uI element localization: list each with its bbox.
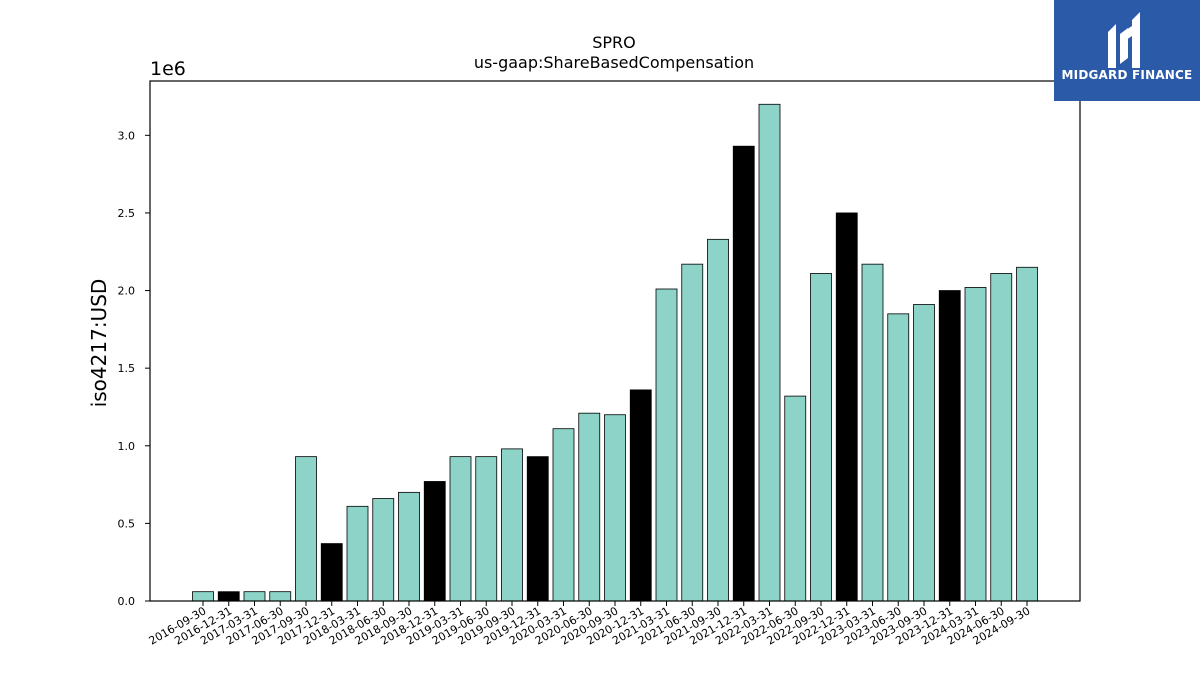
- bar-2021-06-30: [681, 263, 704, 602]
- bar-2020-06-30: [578, 412, 601, 602]
- y-tick-label: 1.5: [118, 362, 136, 375]
- bar-2020-09-30: [604, 414, 626, 602]
- y-tick-label: 0.5: [118, 517, 136, 530]
- bar-2019-03-31: [449, 456, 472, 602]
- bar-2024-06-30: [990, 273, 1013, 602]
- bar-2019-06-30: [475, 456, 498, 602]
- bar-2023-06-30: [887, 313, 910, 602]
- y-tick-label: 2.5: [118, 207, 136, 220]
- bar-2017-09-30: [295, 456, 317, 602]
- midgard-logo-icon: [1108, 12, 1140, 68]
- bar-2019-12-31: [526, 456, 549, 602]
- bar-2016-09-30: [192, 591, 214, 602]
- bar-2023-09-30: [913, 304, 935, 602]
- bar-2022-12-31: [835, 212, 858, 602]
- bar-2016-12-31: [217, 591, 240, 602]
- bar-2019-09-30: [501, 448, 523, 602]
- bar-2017-12-31: [320, 543, 343, 602]
- bar-2018-06-30: [372, 498, 395, 602]
- y-tick-label: 1.0: [118, 440, 136, 453]
- chart-title: SPRO: [592, 33, 636, 52]
- bar-2023-12-31: [938, 290, 961, 602]
- y-tick-label: 2.0: [118, 285, 136, 298]
- y-axis-label: iso4217:USD: [87, 279, 111, 408]
- bar-2021-03-31: [655, 288, 678, 602]
- logo-text: MIDGARD FINANCE: [1061, 68, 1193, 82]
- bar-2020-03-31: [552, 428, 575, 602]
- y-offset-label: 1e6: [150, 58, 186, 80]
- bar-2024-09-30: [1016, 266, 1038, 602]
- bar-2024-03-31: [964, 287, 987, 602]
- bar-2020-12-31: [629, 389, 652, 602]
- chart-subtitle: us-gaap:ShareBasedCompensation: [474, 53, 754, 72]
- bar-2021-09-30: [707, 238, 729, 602]
- bar-2022-06-30: [784, 395, 807, 602]
- bar-2018-12-31: [423, 481, 446, 602]
- bar-2018-09-30: [398, 491, 420, 602]
- bar-2022-03-31: [758, 103, 781, 602]
- midgard-logo: MIDGARD FINANCE: [1054, 0, 1200, 101]
- bar-2022-09-30: [810, 273, 832, 602]
- bar-2021-12-31: [732, 145, 755, 602]
- bar-2017-06-30: [269, 591, 292, 602]
- bar-2017-03-31: [243, 591, 266, 602]
- y-tick-label: 0.0: [118, 595, 136, 608]
- bar-2023-03-31: [861, 263, 884, 602]
- bar-2018-03-31: [346, 505, 369, 602]
- plot-frame: [149, 80, 1081, 602]
- y-tick-label: 3.0: [118, 129, 136, 142]
